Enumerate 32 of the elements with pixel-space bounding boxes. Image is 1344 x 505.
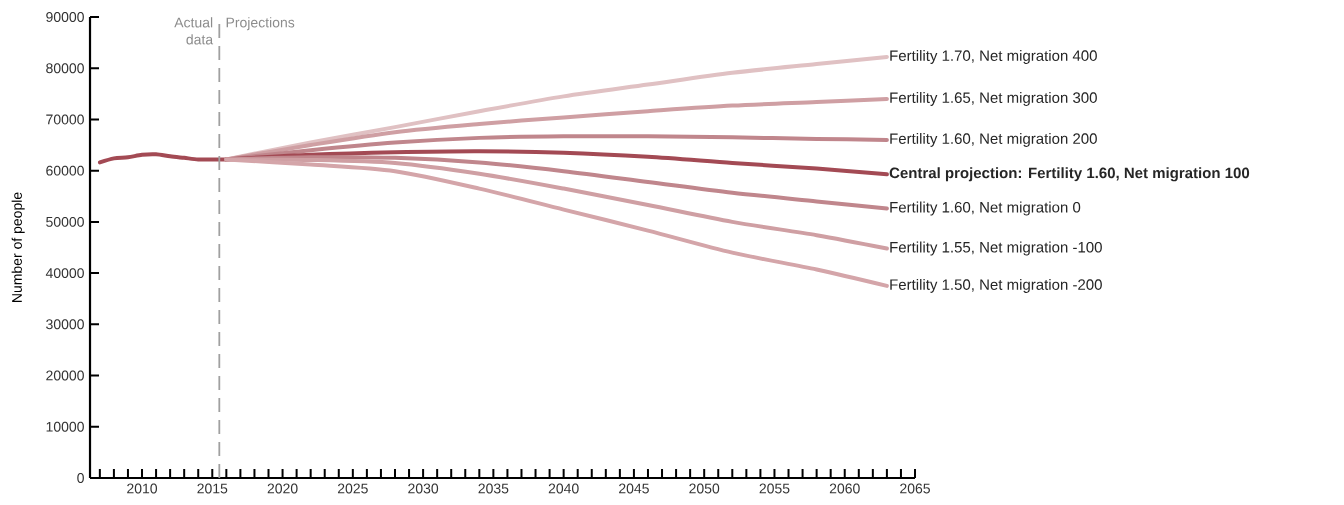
series-label: Fertility 1.70, Net migration 400 [890,49,1097,64]
series-label: Fertility 1.55, Net migration -100 [890,241,1102,256]
x-tick-label: 2060 [829,483,860,494]
y-axis-title: Number of people [11,192,25,302]
x-tick-label: 2025 [337,483,368,494]
annotation: Projections [226,17,295,31]
y-tick-label: 70000 [46,114,84,125]
y-tick-label: 40000 [45,268,84,279]
y-tick-label: 0 [77,473,84,483]
series-label: Fertility 1.60, Net migration 0 [890,201,1081,216]
x-tick-label: 2040 [548,483,579,494]
x-tick-label: 2065 [900,483,930,494]
y-tick-label: 50000 [46,216,84,227]
y-tick-label: 60000 [46,165,84,176]
series-label: Fertility 1.65, Net migration 300 [890,91,1097,106]
x-tick-label: 2050 [689,483,720,494]
annotation: Actual data [174,17,214,45]
y-tick-label: 10000 [46,421,84,432]
series-label: Fertility 1.50, Net migration -200 [890,278,1102,293]
series-label: Central projection: Fertility 1.60, Net migration 100 [889,167,1250,182]
x-tick-label: 2020 [267,483,298,494]
x-tick-label: 2030 [408,483,439,494]
x-tick-label: 2055 [759,483,790,494]
x-tick-label: 2035 [478,483,509,494]
x-tick-label: 2010 [127,483,158,494]
x-tick-label: 2045 [619,483,649,494]
series-label: Fertility 1.60, Net migration 200 [890,132,1097,147]
y-tick-label: 80000 [46,63,84,74]
y-tick-label: 90000 [46,12,84,22]
y-tick-label: 20000 [46,370,84,381]
y-tick-label: 30000 [46,319,84,330]
x-tick-label: 2015 [197,483,228,494]
